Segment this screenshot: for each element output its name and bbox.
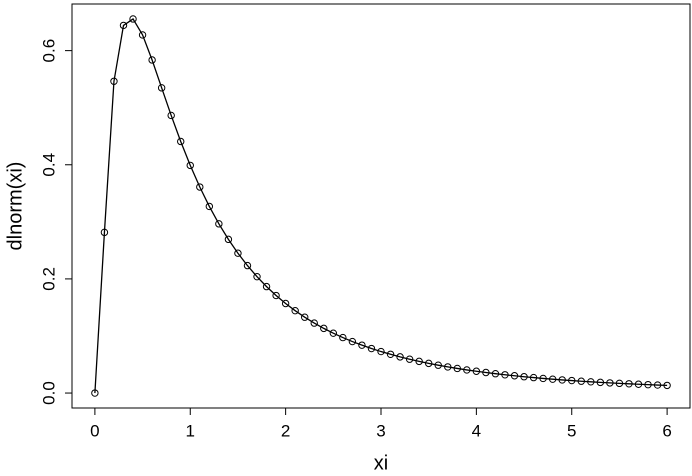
- data-point: [91, 389, 99, 397]
- y-tick-label: 0.6: [39, 39, 58, 63]
- data-point: [663, 381, 671, 390]
- data-point: [186, 161, 194, 170]
- x-tick-label: 2: [281, 421, 290, 440]
- data-point: [606, 379, 614, 387]
- data-point: [215, 220, 223, 228]
- data-point: [253, 272, 261, 281]
- data-point: [615, 379, 624, 388]
- data-point: [234, 249, 242, 257]
- data-point: [396, 353, 404, 361]
- data-point: [424, 359, 433, 368]
- x-tick-label: 0: [90, 421, 99, 440]
- data-point: [482, 368, 490, 377]
- data-point: [262, 282, 271, 291]
- data-point: [539, 374, 547, 383]
- data-point: [472, 367, 481, 375]
- plot-frame: [71, 3, 691, 409]
- data-point: [405, 355, 414, 363]
- x-axis-label: xi: [374, 452, 388, 474]
- x-tick-label: 4: [472, 421, 481, 440]
- data-point: [558, 376, 566, 384]
- data-point: [596, 378, 605, 387]
- data-point: [329, 329, 338, 337]
- data-point: [301, 313, 309, 321]
- data-point: [453, 364, 461, 373]
- data-point: [568, 376, 576, 385]
- x-tick-label: 3: [376, 421, 385, 440]
- data-point: [129, 15, 137, 23]
- data-point: [243, 261, 252, 270]
- data-point: [386, 350, 395, 358]
- data-point: [377, 347, 385, 356]
- data-point: [644, 380, 652, 389]
- data-point: [510, 372, 519, 380]
- data-point: [310, 319, 318, 327]
- y-tick-label: 0.4: [39, 153, 58, 177]
- x-tick-label: 5: [567, 421, 576, 440]
- y-tick-label: 0.2: [39, 267, 58, 291]
- data-point: [358, 341, 366, 349]
- data-point: [148, 56, 156, 64]
- data-point: [138, 31, 147, 39]
- data-point: [100, 228, 109, 237]
- data-point: [320, 324, 328, 333]
- data-point: [415, 357, 423, 366]
- data-point: [339, 333, 347, 342]
- data-point: [463, 366, 471, 374]
- x-tick-label: 6: [662, 421, 671, 440]
- y-axis-label: dlnorm(xi): [4, 162, 26, 251]
- data-point: [281, 299, 290, 308]
- x-tick-label: 1: [186, 421, 195, 440]
- data-point: [548, 375, 557, 383]
- data-point: [653, 381, 662, 389]
- data-point: [119, 21, 128, 30]
- data-point: [291, 306, 299, 315]
- data-point: [177, 137, 185, 146]
- data-point: [577, 377, 585, 385]
- data-point: [367, 344, 376, 353]
- data-point: [634, 380, 643, 388]
- data-point: [196, 183, 204, 191]
- y-tick-label: 0.0: [39, 381, 58, 405]
- data-point: [272, 291, 280, 300]
- data-point: [587, 378, 595, 386]
- data-line: [94, 18, 668, 394]
- data-point: [157, 84, 166, 92]
- data-point: [501, 371, 509, 379]
- data-point: [625, 380, 633, 388]
- data-point: [110, 77, 118, 85]
- data-point: [529, 373, 538, 382]
- data-point: [434, 361, 442, 369]
- data-point: [167, 111, 175, 120]
- data-point: [348, 337, 357, 346]
- data-point: [205, 202, 214, 211]
- data-point: [520, 373, 528, 381]
- data-point: [444, 363, 452, 371]
- data-point: [224, 235, 233, 244]
- data-point: [491, 370, 500, 378]
